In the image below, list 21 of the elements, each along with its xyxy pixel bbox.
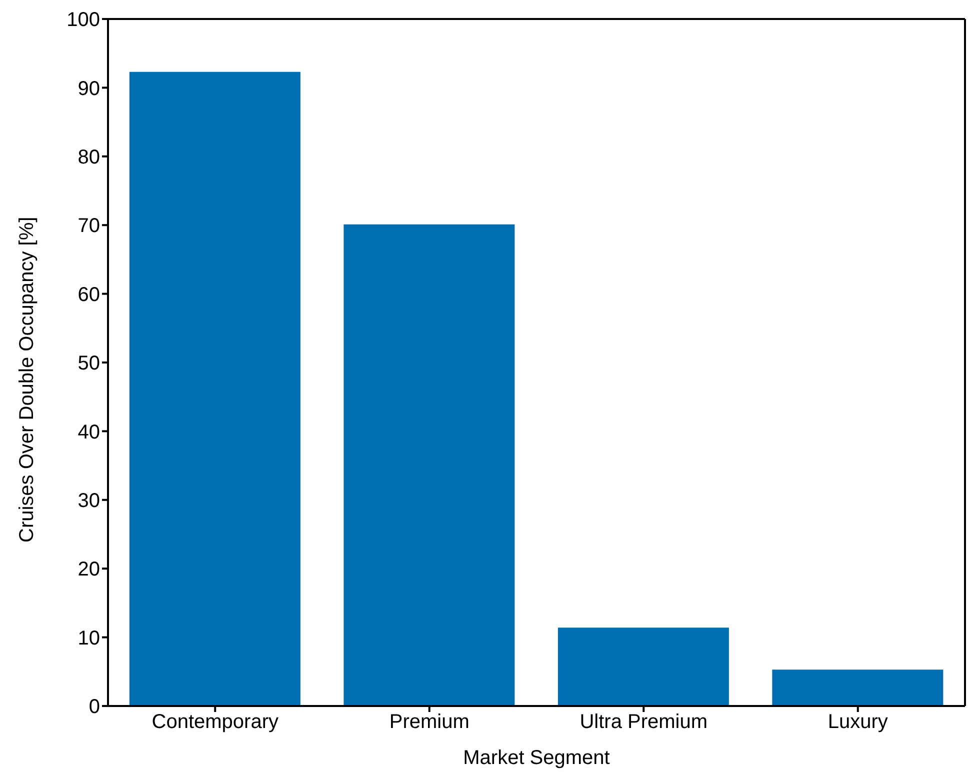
bar	[129, 72, 300, 706]
y-tick-label: 100	[66, 9, 100, 32]
y-tick-label: 60	[78, 284, 100, 306]
y-tick-label: 70	[78, 215, 100, 238]
y-axis-title: Cruises Over Double Occupancy [%]	[16, 216, 38, 542]
y-tick-label: 80	[78, 146, 100, 168]
x-tick-label: Premium	[389, 711, 470, 734]
bar	[558, 628, 729, 706]
y-tick-label: 20	[78, 558, 100, 581]
x-tick-label: Luxury	[828, 711, 888, 734]
x-tick-label: Ultra Premium	[580, 711, 708, 734]
x-tick-label: Contemporary	[152, 711, 278, 734]
y-tick-label: 30	[78, 490, 100, 512]
y-tick-label: 90	[78, 78, 100, 100]
x-axis-title: Market Segment	[463, 747, 610, 769]
y-tick-label: 0	[88, 696, 100, 718]
bar	[344, 224, 515, 706]
bar	[772, 670, 944, 706]
y-tick-label: 50	[78, 352, 100, 375]
y-tick-label: 40	[78, 421, 100, 444]
y-tick-label: 10	[78, 627, 100, 650]
